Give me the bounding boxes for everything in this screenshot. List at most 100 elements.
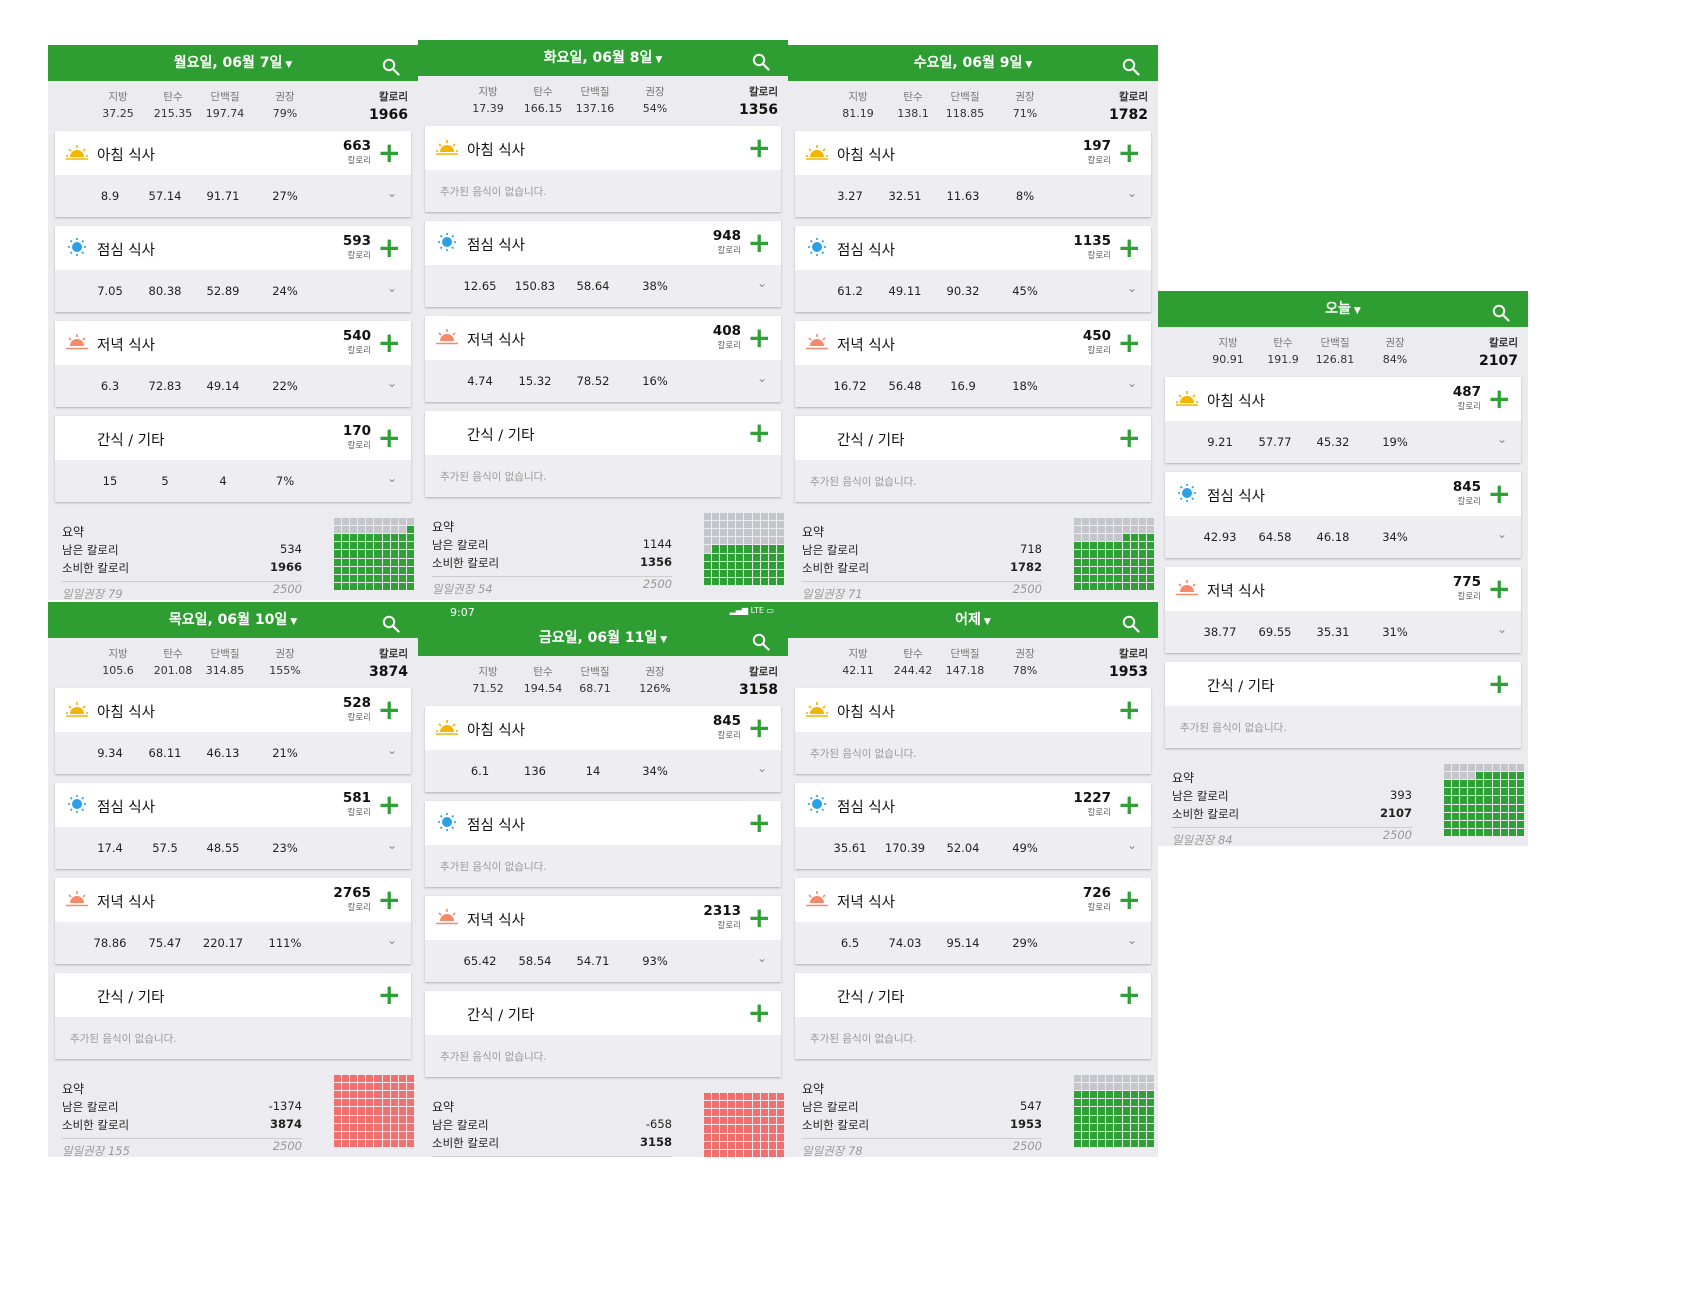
meal-card[interactable]: 저녁 식사 540 칼로리 +6.3 72.83 49.14 22% ⌄ — [55, 321, 411, 407]
date-title[interactable]: 오늘 — [1325, 301, 1351, 317]
dropdown-caret-icon[interactable]: ▼ — [1353, 306, 1361, 316]
meal-macros[interactable]: 61.2 49.11 90.32 45% ⌄ — [795, 270, 1151, 312]
add-food-button[interactable]: + — [747, 901, 771, 934]
dropdown-caret-icon[interactable]: ▼ — [660, 635, 668, 645]
add-food-button[interactable]: + — [377, 978, 401, 1011]
chevron-down-icon[interactable]: ⌄ — [1126, 376, 1137, 390]
add-food-button[interactable]: + — [747, 416, 771, 449]
add-food-button[interactable]: + — [1487, 667, 1511, 700]
meal-card[interactable]: 간식 / 기타 + 추가된 음식이 없습니다. — [1165, 662, 1521, 748]
meal-header[interactable]: 저녁 식사 2765 칼로리 + — [55, 878, 411, 922]
date-title[interactable]: 화요일, 06월 8일 — [543, 50, 653, 66]
meal-macros[interactable]: 9.21 57.77 45.32 19% ⌄ — [1165, 421, 1521, 463]
chevron-down-icon[interactable]: ⌄ — [386, 838, 397, 852]
search-icon[interactable] — [752, 49, 770, 71]
search-icon[interactable] — [1122, 54, 1140, 76]
dropdown-caret-icon[interactable]: ▼ — [285, 60, 293, 70]
add-food-button[interactable]: + — [1117, 693, 1141, 726]
add-food-button[interactable]: + — [377, 326, 401, 359]
add-food-button[interactable]: + — [747, 711, 771, 744]
dropdown-caret-icon[interactable]: ▼ — [655, 55, 663, 65]
meal-card[interactable]: 저녁 식사 408 칼로리 +4.74 15.32 78.52 16% ⌄ — [425, 316, 781, 402]
add-food-button[interactable]: + — [1117, 883, 1141, 916]
date-title[interactable]: 목요일, 06월 10일 — [168, 612, 288, 628]
search-icon[interactable] — [382, 611, 400, 633]
meal-header[interactable]: 점심 식사 + — [425, 801, 781, 845]
meal-macros[interactable]: 15 5 4 7% ⌄ — [55, 460, 411, 502]
date-header[interactable]: 오늘 ▼ — [1158, 291, 1528, 327]
chevron-down-icon[interactable]: ⌄ — [1126, 933, 1137, 947]
add-food-button[interactable]: + — [747, 226, 771, 259]
meal-header[interactable]: 점심 식사 581 칼로리 + — [55, 783, 411, 827]
meal-macros[interactable]: 12.65 150.83 58.64 38% ⌄ — [425, 265, 781, 307]
add-food-button[interactable]: + — [377, 136, 401, 169]
chevron-down-icon[interactable]: ⌄ — [756, 276, 767, 290]
meal-header[interactable]: 저녁 식사 540 칼로리 + — [55, 321, 411, 365]
add-food-button[interactable]: + — [1117, 231, 1141, 264]
meal-card[interactable]: 간식 / 기타 + 추가된 음식이 없습니다. — [425, 411, 781, 497]
date-title[interactable]: 수요일, 06월 9일 — [913, 55, 1023, 71]
chevron-down-icon[interactable]: ⌄ — [756, 761, 767, 775]
meal-card[interactable]: 아침 식사 197 칼로리 +3.27 32.51 11.63 8% ⌄ — [795, 131, 1151, 217]
meal-card[interactable]: 점심 식사 1135 칼로리 +61.2 49.11 90.32 45% ⌄ — [795, 226, 1151, 312]
date-header[interactable]: 월요일, 06월 7일 ▼ — [48, 45, 418, 81]
meal-card[interactable]: 간식 / 기타 170 칼로리 +15 5 4 7% ⌄ — [55, 416, 411, 502]
date-header[interactable]: 목요일, 06월 10일 ▼ — [48, 602, 418, 638]
meal-macros[interactable]: 38.77 69.55 35.31 31% ⌄ — [1165, 611, 1521, 653]
dropdown-caret-icon[interactable]: ▼ — [1025, 60, 1033, 70]
search-icon[interactable] — [752, 629, 770, 651]
meal-header[interactable]: 점심 식사 1135 칼로리 + — [795, 226, 1151, 270]
meal-card[interactable]: 아침 식사 528 칼로리 +9.34 68.11 46.13 21% ⌄ — [55, 688, 411, 774]
chevron-down-icon[interactable]: ⌄ — [1126, 838, 1137, 852]
meal-macros[interactable]: 3.27 32.51 11.63 8% ⌄ — [795, 175, 1151, 217]
meal-header[interactable]: 간식 / 기타 + — [1165, 662, 1521, 706]
meal-header[interactable]: 저녁 식사 2313 칼로리 + — [425, 896, 781, 940]
meal-card[interactable]: 저녁 식사 2765 칼로리 +78.86 75.47 220.17 111% ⌄ — [55, 878, 411, 964]
meal-card[interactable]: 아침 식사 663 칼로리 +8.9 57.14 91.71 27% ⌄ — [55, 131, 411, 217]
chevron-down-icon[interactable]: ⌄ — [1496, 432, 1507, 446]
add-food-button[interactable]: + — [1487, 477, 1511, 510]
meal-header[interactable]: 아침 식사 845 칼로리 + — [425, 706, 781, 750]
search-icon[interactable] — [1122, 611, 1140, 633]
chevron-down-icon[interactable]: ⌄ — [756, 951, 767, 965]
meal-header[interactable]: 점심 식사 593 칼로리 + — [55, 226, 411, 270]
add-food-button[interactable]: + — [747, 131, 771, 164]
meal-header[interactable]: 저녁 식사 450 칼로리 + — [795, 321, 1151, 365]
meal-card[interactable]: 간식 / 기타 + 추가된 음식이 없습니다. — [795, 416, 1151, 502]
add-food-button[interactable]: + — [1117, 421, 1141, 454]
add-food-button[interactable]: + — [1117, 136, 1141, 169]
meal-card[interactable]: 점심 식사 593 칼로리 +7.05 80.38 52.89 24% ⌄ — [55, 226, 411, 312]
date-header[interactable]: 어제 ▼ — [788, 602, 1158, 638]
meal-card[interactable]: 저녁 식사 726 칼로리 +6.5 74.03 95.14 29% ⌄ — [795, 878, 1151, 964]
meal-card[interactable]: 아침 식사 + 추가된 음식이 없습니다. — [425, 126, 781, 212]
add-food-button[interactable]: + — [1487, 572, 1511, 605]
chevron-down-icon[interactable]: ⌄ — [1126, 186, 1137, 200]
add-food-button[interactable]: + — [747, 321, 771, 354]
date-title[interactable]: 어제 — [955, 612, 981, 628]
meal-macros[interactable]: 65.42 58.54 54.71 93% ⌄ — [425, 940, 781, 982]
meal-card[interactable]: 점심 식사 581 칼로리 +17.4 57.5 48.55 23% ⌄ — [55, 783, 411, 869]
meal-card[interactable]: 간식 / 기타 + 추가된 음식이 없습니다. — [55, 973, 411, 1059]
meal-card[interactable]: 아침 식사 845 칼로리 +6.1 136 14 34% ⌄ — [425, 706, 781, 792]
meal-card[interactable]: 점심 식사 845 칼로리 +42.93 64.58 46.18 34% ⌄ — [1165, 472, 1521, 558]
meal-header[interactable]: 간식 / 기타 + — [55, 973, 411, 1017]
meal-header[interactable]: 간식 / 기타 + — [425, 991, 781, 1035]
add-food-button[interactable]: + — [1117, 978, 1141, 1011]
meal-macros[interactable]: 9.34 68.11 46.13 21% ⌄ — [55, 732, 411, 774]
meal-card[interactable]: 저녁 식사 2313 칼로리 +65.42 58.54 54.71 93% ⌄ — [425, 896, 781, 982]
meal-header[interactable]: 저녁 식사 775 칼로리 + — [1165, 567, 1521, 611]
meal-card[interactable]: 점심 식사 + 추가된 음식이 없습니다. — [425, 801, 781, 887]
date-title[interactable]: 월요일, 06월 7일 — [173, 55, 283, 71]
meal-macros[interactable]: 6.5 74.03 95.14 29% ⌄ — [795, 922, 1151, 964]
meal-macros[interactable]: 16.72 56.48 16.9 18% ⌄ — [795, 365, 1151, 407]
add-food-button[interactable]: + — [1117, 326, 1141, 359]
meal-macros[interactable]: 4.74 15.32 78.52 16% ⌄ — [425, 360, 781, 402]
chevron-down-icon[interactable]: ⌄ — [386, 281, 397, 295]
meal-card[interactable]: 아침 식사 + 추가된 음식이 없습니다. — [795, 688, 1151, 774]
meal-header[interactable]: 아침 식사 + — [795, 688, 1151, 732]
chevron-down-icon[interactable]: ⌄ — [386, 376, 397, 390]
meal-macros[interactable]: 8.9 57.14 91.71 27% ⌄ — [55, 175, 411, 217]
meal-card[interactable]: 점심 식사 948 칼로리 +12.65 150.83 58.64 38% ⌄ — [425, 221, 781, 307]
add-food-button[interactable]: + — [377, 788, 401, 821]
dropdown-caret-icon[interactable]: ▼ — [290, 617, 298, 627]
